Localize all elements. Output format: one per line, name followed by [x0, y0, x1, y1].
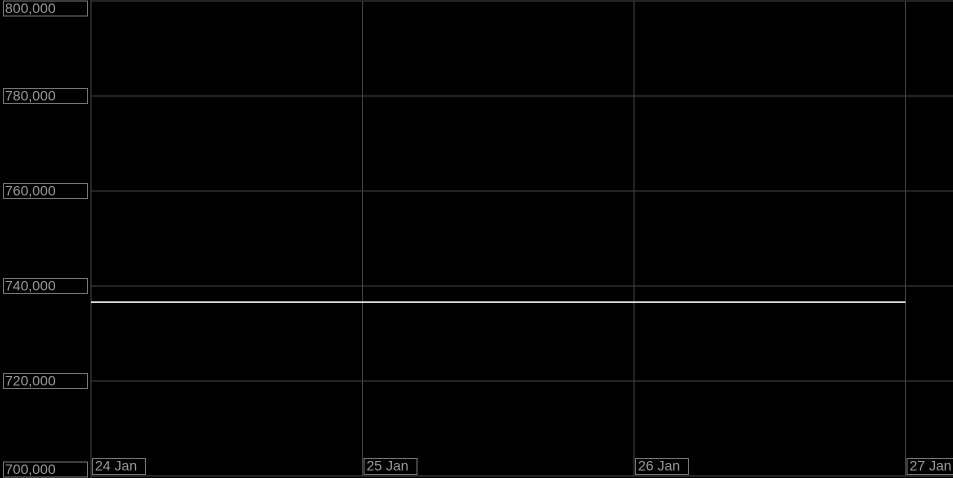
x-tick-box	[906, 458, 953, 475]
x-tick-label: 27 Jan	[910, 458, 952, 474]
y-tick-label: 760,000	[5, 183, 56, 199]
x-tick-box	[363, 458, 418, 475]
x-tick-label: 26 Jan	[638, 458, 680, 474]
y-tick-label: 720,000	[5, 373, 56, 389]
y-tick-label: 800,000	[5, 0, 56, 16]
y-tick-label: 740,000	[5, 278, 56, 294]
y-tick-box	[3, 0, 88, 17]
y-tick-box	[3, 373, 88, 389]
x-tick-label: 25 Jan	[367, 458, 409, 474]
x-tick-label: 24 Jan	[95, 458, 137, 474]
y-tick-box	[3, 461, 88, 478]
x-tick-box	[635, 458, 689, 475]
y-tick-label: 780,000	[5, 88, 56, 104]
y-tick-box	[3, 183, 88, 199]
y-tick-label: 700,000	[5, 461, 56, 477]
x-tick-box	[92, 458, 146, 475]
y-tick-box	[3, 278, 88, 294]
y-tick-box	[3, 88, 88, 104]
